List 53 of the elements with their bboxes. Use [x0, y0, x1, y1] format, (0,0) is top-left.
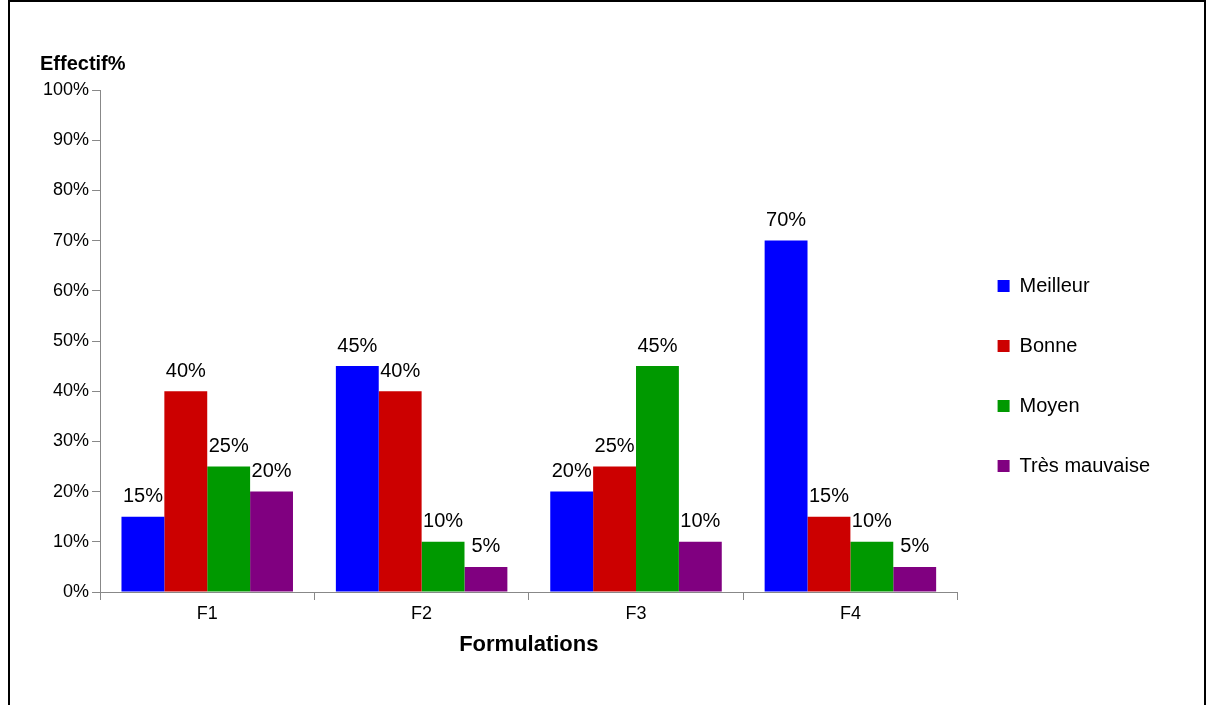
bar — [850, 541, 894, 592]
bar — [250, 491, 293, 592]
x-tick-label: F4 — [839, 602, 861, 623]
y-tick-label: 40% — [53, 380, 90, 401]
x-tick-label: F1 — [196, 602, 218, 623]
bar — [593, 466, 637, 592]
y-tick-label: 10% — [53, 530, 90, 551]
bar — [207, 466, 251, 592]
y-tick-label: 0% — [63, 580, 90, 601]
bar — [164, 391, 208, 592]
data-label: 25% — [594, 434, 635, 457]
x-axis-title: Formulations — [459, 630, 599, 656]
data-label: 45% — [337, 333, 378, 356]
bar — [121, 516, 165, 592]
bar — [335, 366, 379, 592]
bar — [464, 566, 508, 592]
bar — [421, 541, 465, 592]
legend-label: Bonne — [1019, 333, 1078, 356]
y-tick-label: 100% — [42, 78, 90, 99]
bar — [764, 240, 808, 592]
data-label: 25% — [208, 434, 249, 457]
x-tick-label: F2 — [411, 602, 433, 623]
data-label: 70% — [766, 208, 807, 231]
bar — [378, 391, 422, 592]
x-tick-label: F3 — [625, 602, 647, 623]
y-tick-label: 50% — [53, 329, 90, 350]
bar — [550, 491, 594, 592]
data-label: 20% — [251, 459, 292, 482]
data-label: 10% — [423, 509, 464, 532]
data-label: 45% — [637, 333, 678, 356]
data-label: 15% — [122, 484, 164, 507]
legend-label: Moyen — [1019, 393, 1080, 416]
data-label: 20% — [551, 459, 592, 482]
data-label: 40% — [165, 358, 207, 381]
y-axis-title: Effectif% — [40, 52, 126, 74]
y-tick-label: 70% — [53, 229, 90, 250]
data-label: 5% — [471, 534, 501, 557]
y-tick-label: 60% — [53, 279, 90, 300]
y-tick-label: 30% — [53, 430, 90, 451]
data-label: 15% — [808, 484, 850, 507]
data-label: 5% — [900, 534, 930, 557]
y-tick-label: 20% — [53, 480, 90, 501]
bar — [893, 566, 937, 592]
bar — [678, 541, 722, 592]
bar — [636, 366, 679, 592]
legend-label: Très mauvaise — [1019, 453, 1151, 476]
data-label: 10% — [680, 509, 721, 532]
data-label: 40% — [380, 358, 421, 381]
y-tick-label: 90% — [53, 129, 90, 150]
bar — [807, 516, 851, 592]
legend-label: Meilleur — [1019, 273, 1090, 296]
data-label: 10% — [851, 509, 893, 532]
y-tick-label: 80% — [53, 179, 90, 200]
